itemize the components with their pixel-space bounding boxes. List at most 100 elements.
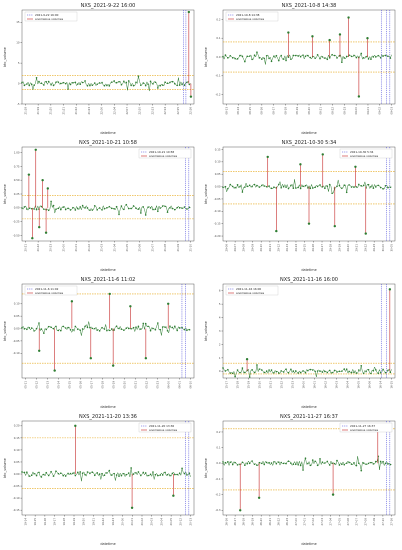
- volume-point: [224, 461, 227, 464]
- volume-point: [84, 473, 86, 476]
- volume-point: [120, 328, 123, 330]
- volume-point: [52, 84, 55, 87]
- x-tick-label: 06-00: [166, 381, 170, 389]
- y-tick-label: -0.05: [214, 197, 221, 201]
- x-tick-label: 26-16: [224, 518, 228, 526]
- volume-point: [76, 471, 79, 474]
- volume-point: [60, 472, 62, 474]
- volume-point: [372, 187, 375, 189]
- volume-point: [244, 464, 246, 467]
- volume-point: [149, 80, 152, 83]
- volume-point: [40, 476, 43, 478]
- volume-point: [277, 183, 280, 186]
- x-tick-label: 16-04: [345, 381, 349, 389]
- x-tick-label: 21-05: [125, 244, 129, 252]
- x-tick-label: 16-06: [367, 381, 371, 389]
- volume-point: [57, 472, 60, 475]
- volume-point: [55, 470, 57, 473]
- volume-point: [307, 187, 309, 189]
- volume-point: [47, 209, 50, 212]
- y-tick-label: -0.50: [13, 233, 20, 237]
- x-tick-label: 22:04: [112, 107, 116, 115]
- volume-point: [64, 82, 67, 85]
- y-tick-label: 0: [219, 369, 221, 373]
- x-tick-label: 27-07: [355, 518, 359, 526]
- volume-point: [93, 474, 96, 477]
- volume-point: [169, 474, 171, 477]
- volume-point: [142, 471, 145, 474]
- x-tick-label: 29-21: [355, 244, 359, 252]
- legend-box: [138, 148, 192, 159]
- volume-point: [270, 462, 273, 464]
- volume-point: [113, 329, 115, 331]
- volume-point: [251, 460, 253, 462]
- x-tick-label: 05-11: [23, 381, 27, 389]
- volume-point: [382, 188, 384, 190]
- y-tick-label: -0.05: [13, 339, 20, 343]
- volume-point: [84, 207, 86, 209]
- volume-point: [239, 185, 241, 188]
- volume-point: [343, 463, 346, 466]
- volume-point: [328, 183, 331, 186]
- volume-point: [62, 474, 65, 477]
- volume-point: [261, 184, 263, 187]
- volume-point: [178, 84, 181, 86]
- volume-point: [297, 372, 299, 374]
- volume-point: [186, 329, 188, 332]
- anomaly-point: [38, 349, 41, 352]
- x-tick-label: 27-16: [389, 518, 393, 526]
- volume-point: [370, 185, 372, 188]
- volume-point: [144, 472, 147, 474]
- volume-point: [140, 84, 142, 87]
- volume-point: [374, 56, 377, 58]
- legend-anomaly-label: anomalous volumes: [236, 291, 265, 295]
- x-tick-label: 19-23: [111, 518, 115, 526]
- volume-point: [101, 81, 103, 84]
- volume-point: [231, 185, 234, 188]
- volume-point: [350, 186, 353, 188]
- x-tick-label: 29-12: [276, 244, 280, 252]
- volume-point: [261, 462, 263, 465]
- volume-point: [91, 209, 94, 211]
- x-tick-label: 08-21: [319, 107, 323, 115]
- y-tick-label: 5: [18, 61, 20, 65]
- volume-point: [227, 187, 229, 190]
- volume-series-line: [222, 179, 392, 194]
- x-tick-label: 08-16: [260, 107, 264, 115]
- volume-point: [115, 325, 118, 328]
- volume-point: [176, 206, 179, 209]
- y-tick-label: -0.15: [214, 222, 221, 226]
- legend-box: [339, 148, 393, 159]
- volume-point: [316, 185, 319, 188]
- volume-point: [125, 327, 128, 330]
- volume-point: [45, 471, 48, 474]
- volume-point: [319, 57, 321, 60]
- volume-point: [127, 207, 130, 210]
- volume-point: [30, 474, 33, 476]
- x-axis-label: datetime: [100, 542, 115, 546]
- volume-point: [319, 184, 321, 186]
- volume-point: [74, 325, 77, 328]
- x-tick-label: 05-19: [111, 381, 115, 389]
- volume-point: [186, 474, 188, 476]
- volume-point: [268, 461, 270, 464]
- legend-vline-label: 2021-10-8 14:38: [236, 13, 260, 17]
- y-axis-label: btc_volume: [3, 184, 7, 204]
- plot-frame: [222, 146, 396, 242]
- volume-point: [350, 463, 353, 465]
- volume-point: [244, 371, 246, 374]
- plot-frame: [21, 420, 195, 516]
- volume-point: [176, 84, 179, 87]
- volume-point: [251, 58, 253, 61]
- volume-point: [157, 474, 159, 477]
- volume-point: [246, 185, 249, 188]
- y-tick-label: 15: [16, 20, 20, 24]
- volume-point: [239, 54, 241, 57]
- volume-point: [144, 322, 147, 325]
- volume-point: [169, 81, 171, 84]
- volume-point: [222, 461, 224, 463]
- volume-point: [265, 370, 268, 372]
- anomaly-point: [41, 178, 44, 182]
- volume-point: [47, 80, 50, 83]
- volume-point: [382, 368, 384, 371]
